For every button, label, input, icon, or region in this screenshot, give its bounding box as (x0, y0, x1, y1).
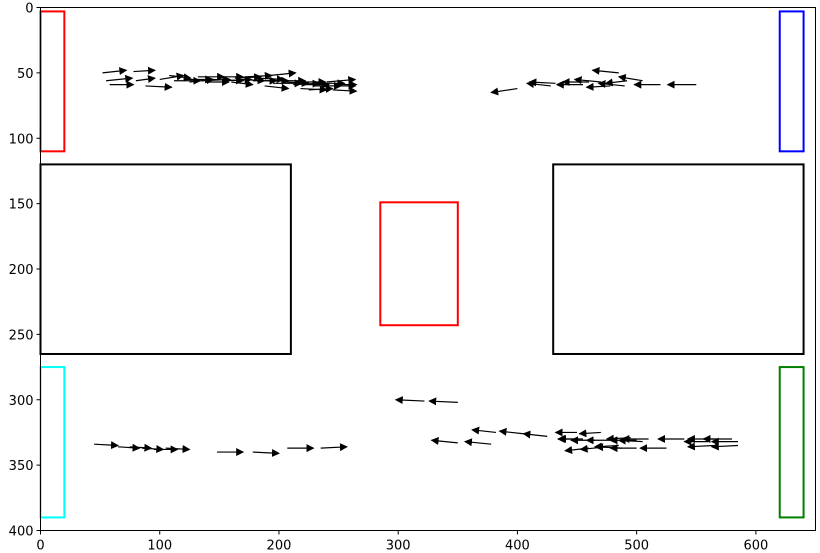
y-tick-label: 300 (9, 394, 34, 409)
vector-arrow (573, 76, 601, 85)
center-obstacle (379, 201, 459, 327)
bottom-left-zone (39, 366, 66, 519)
y-tick-label: 150 (9, 198, 34, 213)
vector-arrow (528, 78, 556, 87)
vector-arrow (159, 72, 185, 81)
vector-arrow (332, 86, 358, 95)
y-tick-label: 400 (9, 525, 34, 540)
vector-arrow (308, 84, 334, 93)
y-tick-label: 100 (9, 132, 34, 147)
vector-arrow (252, 449, 280, 458)
vector-arrow (106, 74, 134, 83)
vector-arrow (234, 73, 263, 82)
left-building (39, 163, 292, 355)
vector-arrow (169, 73, 192, 82)
vector-arrow (135, 75, 156, 84)
vector-arrow (257, 75, 285, 84)
vector-arrow (597, 80, 625, 89)
x-axis-ticks: 0 100 200 300 400 500 600 (36, 530, 768, 553)
y-tick-label: 250 (9, 328, 34, 343)
vector-arrow (522, 430, 548, 439)
vector-arrow (133, 66, 156, 75)
vector-arrow (145, 82, 173, 91)
top-right-zone (778, 10, 805, 153)
x-tick-label: 0 (36, 539, 44, 553)
vector-arrow (686, 442, 715, 451)
vector-arrow (578, 429, 601, 438)
vector-arrow (326, 76, 357, 85)
vector-arrow (269, 69, 297, 78)
vector-arrow (564, 446, 590, 454)
vector-arrow (617, 73, 643, 82)
x-tick-label: 200 (267, 539, 292, 553)
vector-arrow (245, 71, 273, 80)
vector-arrow (394, 396, 425, 405)
vector-arrow (117, 443, 141, 452)
vector-arrow (591, 66, 619, 75)
vector-arrow (320, 443, 348, 452)
vector-arrow (428, 397, 458, 406)
right-building (552, 163, 805, 355)
vector-arrow (471, 426, 497, 435)
x-tick-label: 600 (743, 539, 768, 553)
vector-arrow (605, 434, 631, 443)
top-left-zone (39, 10, 66, 153)
vector-arrow (94, 441, 119, 450)
vector-arrow (463, 438, 492, 447)
vector-arrow (525, 80, 551, 89)
vector-arrows (94, 66, 739, 458)
vector-arrow (604, 78, 628, 87)
y-tick-label: 200 (9, 263, 34, 278)
x-tick-label: 400 (505, 539, 530, 553)
vector-arrow (293, 79, 321, 88)
vector-arrow (490, 87, 518, 96)
vector-arrow (430, 436, 458, 445)
x-tick-label: 500 (624, 539, 649, 553)
x-tick-label: 100 (147, 539, 172, 553)
x-tick-label: 300 (386, 539, 411, 553)
y-tick-label: 50 (17, 67, 34, 82)
y-tick-label: 350 (9, 459, 34, 474)
vector-arrow (585, 82, 611, 91)
vector-arrow (284, 78, 310, 87)
vector-arrow (264, 83, 290, 92)
vector-arrow (710, 442, 739, 451)
y-tick-label: 0 (25, 2, 33, 17)
vector-arrow (165, 445, 191, 454)
vector-arrow (102, 67, 128, 75)
vector-arrow (498, 427, 524, 436)
vector-arrow (231, 79, 254, 88)
bottom-right-zone (778, 366, 805, 519)
y-axis-ticks: 0 50 100 150 200 250 300 350 400 (9, 2, 41, 540)
